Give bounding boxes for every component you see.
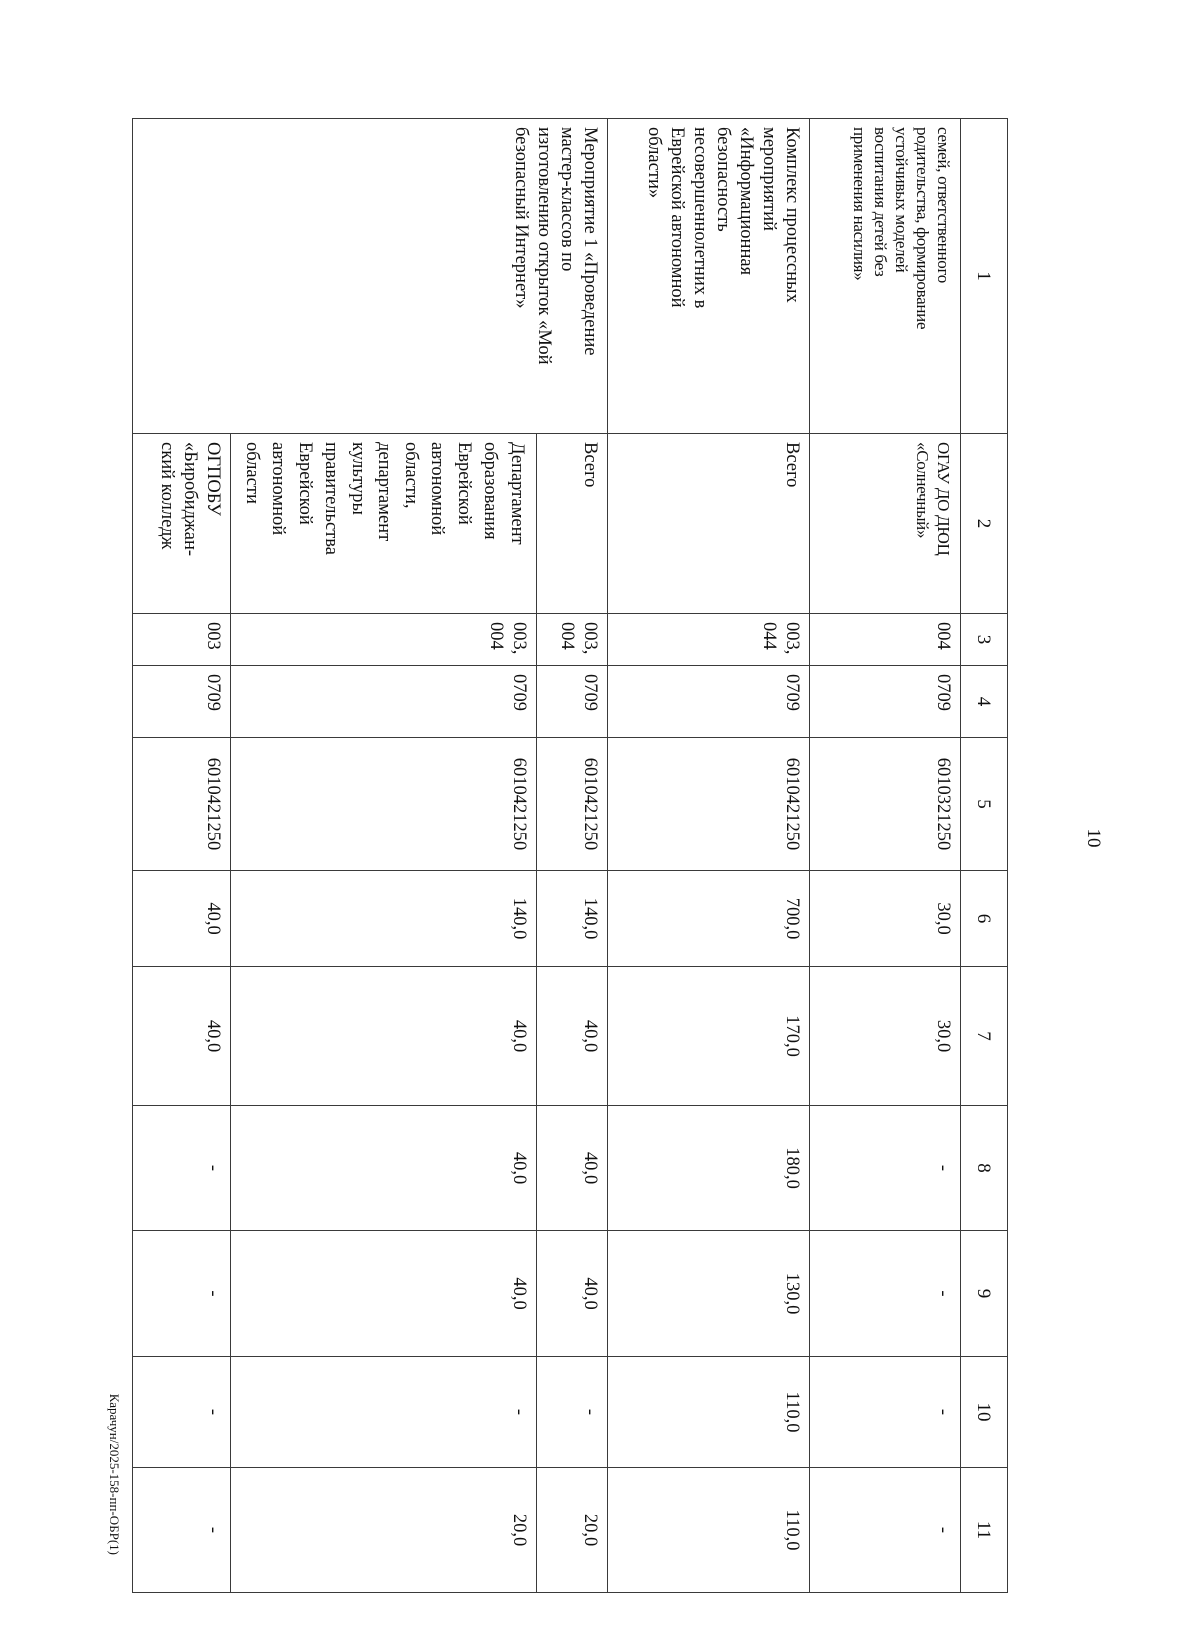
code-cell: 003: [132, 613, 231, 666]
document-footer-code: Карачун/2025-158-пп-ОБР(1): [107, 1393, 122, 1555]
value-cell: 20,0: [230, 1467, 537, 1593]
section-cell: 0709: [132, 665, 231, 738]
header-cell: 9: [960, 1230, 1008, 1357]
value-cell: -: [132, 1467, 231, 1593]
value-cell: 30,0: [809, 870, 961, 967]
code-cell: 004: [809, 613, 961, 666]
activity-name-cell: Мероприятие 1 «Проведение мастер-классов…: [132, 118, 608, 434]
value-cell: -: [132, 1105, 231, 1231]
target-article-cell: 6010321250: [809, 737, 961, 871]
section-cell: 0709: [607, 665, 810, 738]
target-article-cell: 6010421250: [536, 737, 608, 871]
executor-cell: Всего: [536, 433, 608, 614]
value-cell: -: [536, 1356, 608, 1468]
value-cell: 170,0: [607, 966, 810, 1106]
target-article-cell: 6010421250: [607, 737, 810, 871]
value-cell: 110,0: [607, 1356, 810, 1468]
executor-cell: Департамент образования Еврейской автоно…: [230, 433, 537, 614]
header-cell: 3: [960, 613, 1008, 666]
section-cell: 0709: [230, 665, 537, 738]
value-cell: 130,0: [607, 1230, 810, 1357]
section-cell: 0709: [809, 665, 961, 738]
value-cell: -: [809, 1356, 961, 1468]
executor-cell: ОГАУ ДО ДЮЦ «Солнечный»: [809, 433, 961, 614]
table-row: семей, ответственного родительства, форм…: [809, 118, 961, 1593]
section-cell: 0709: [536, 665, 608, 738]
header-cell: 4: [960, 665, 1008, 738]
value-cell: 700,0: [607, 870, 810, 967]
header-row: 1 2 3 4 5 6 7 8 9 10 11: [960, 118, 1008, 1593]
activity-name-cell: семей, ответственного родительства, форм…: [809, 118, 961, 434]
value-cell: 40,0: [132, 966, 231, 1106]
header-cell: 2: [960, 433, 1008, 614]
activity-name-cell: Комплекс процессных мероприятий «Информа…: [607, 118, 810, 434]
value-cell: -: [809, 1467, 961, 1593]
value-cell: -: [132, 1356, 231, 1468]
value-cell: 40,0: [230, 1105, 537, 1231]
value-cell: 40,0: [536, 1105, 608, 1231]
header-cell: 8: [960, 1105, 1008, 1231]
executor-cell: Всего: [607, 433, 810, 614]
value-cell: 140,0: [536, 870, 608, 967]
header-cell: 7: [960, 966, 1008, 1106]
value-cell: -: [230, 1356, 537, 1468]
value-cell: 40,0: [536, 1230, 608, 1357]
table-row: Комплекс процессных мероприятий «Информа…: [607, 118, 810, 1593]
value-cell: 40,0: [230, 966, 537, 1106]
value-cell: 180,0: [607, 1105, 810, 1231]
value-cell: -: [809, 1105, 961, 1231]
header-cell: 6: [960, 870, 1008, 967]
header-cell: 1: [960, 118, 1008, 434]
executor-cell: ОГПОБУ «Биробиджан- ский колледж: [132, 433, 231, 614]
value-cell: 20,0: [536, 1467, 608, 1593]
value-cell: 140,0: [230, 870, 537, 967]
value-cell: -: [809, 1230, 961, 1357]
value-cell: 40,0: [132, 870, 231, 967]
table-row: Мероприятие 1 «Проведение мастер-классов…: [132, 118, 608, 1593]
value-cell: 110,0: [607, 1467, 810, 1593]
budget-table: 1 2 3 4 5 6 7 8 9 10 11 семей, ответстве…: [132, 118, 1008, 1593]
value-cell: 30,0: [809, 966, 961, 1106]
target-article-cell: 6010421250: [132, 737, 231, 871]
code-cell: 003, 004: [230, 613, 537, 666]
value-cell: 40,0: [230, 1230, 537, 1357]
target-article-cell: 6010421250: [230, 737, 537, 871]
value-cell: 40,0: [536, 966, 608, 1106]
header-cell: 5: [960, 737, 1008, 871]
page-number: 10: [1083, 828, 1104, 848]
header-cell: 11: [960, 1467, 1008, 1593]
header-cell: 10: [960, 1356, 1008, 1468]
code-cell: 003, 044: [607, 613, 810, 666]
value-cell: -: [132, 1230, 231, 1357]
code-cell: 003, 004: [536, 613, 608, 666]
